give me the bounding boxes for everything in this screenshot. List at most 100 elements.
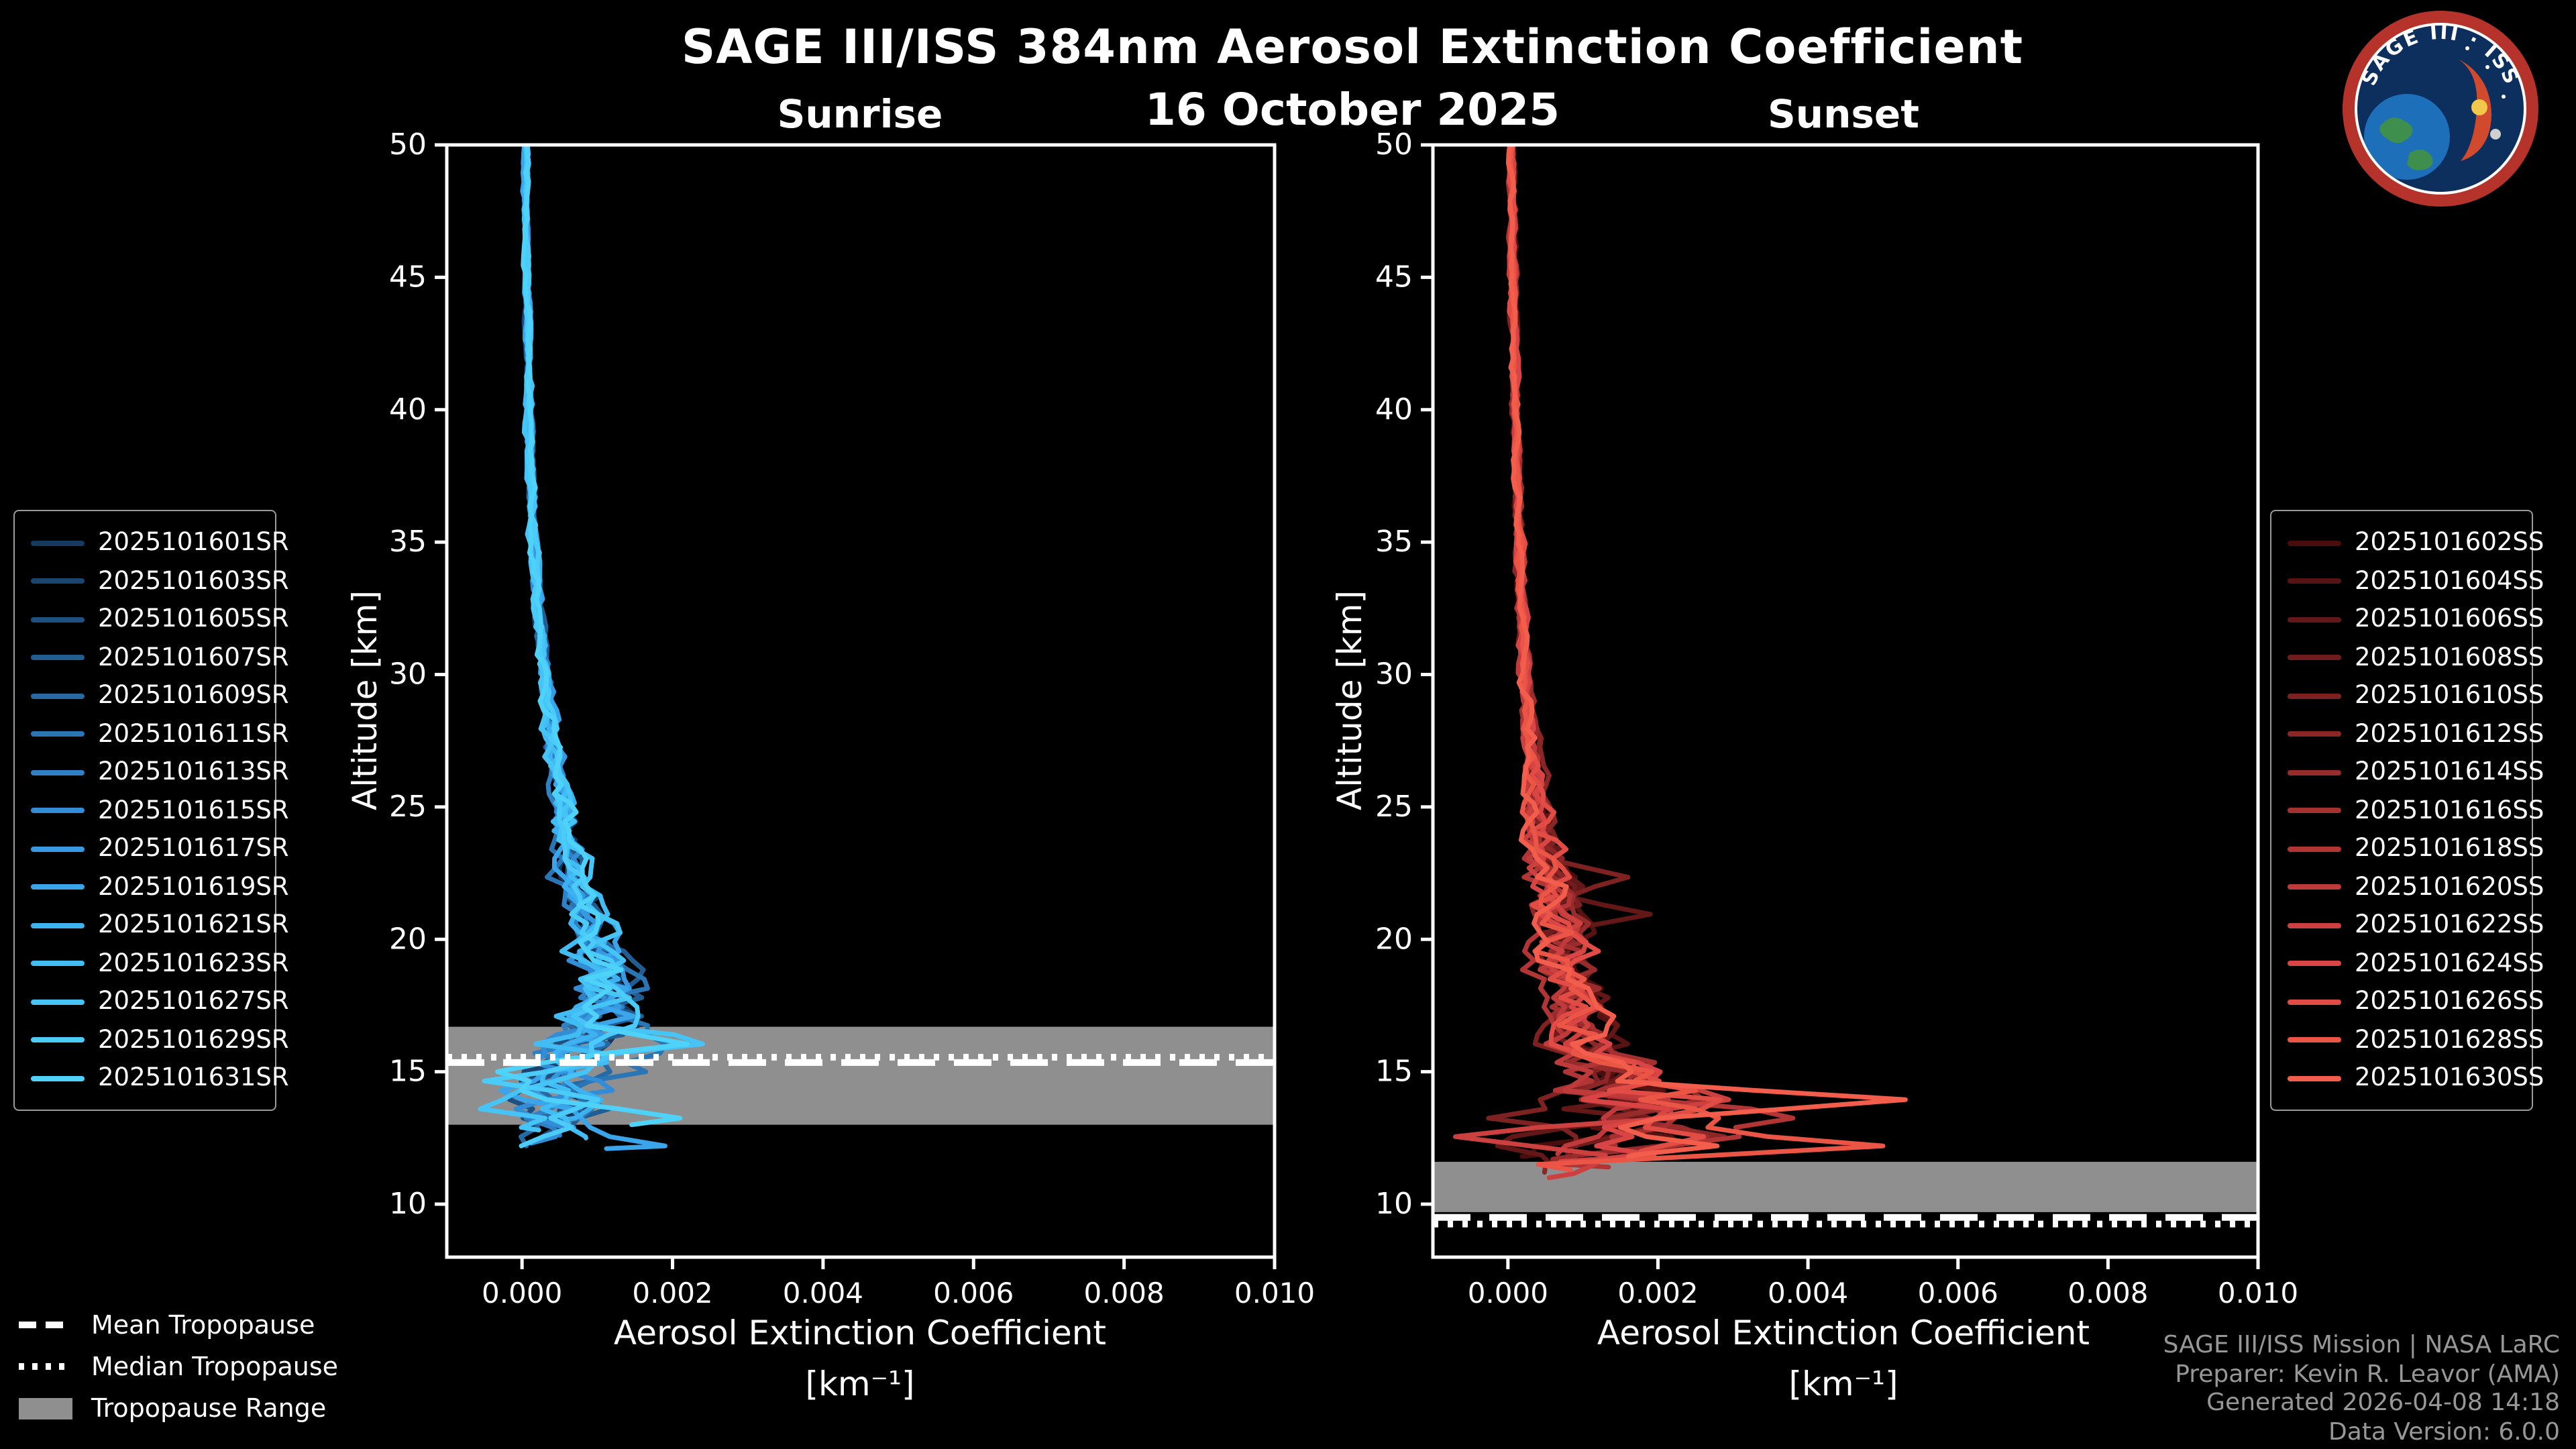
legend-label: 2025101607SR bbox=[98, 643, 289, 672]
legend-item: 2025101607SR bbox=[25, 639, 289, 676]
legend-line-sample bbox=[2288, 769, 2341, 775]
legend-line-sample bbox=[2288, 1075, 2341, 1081]
y-tick-label: 35 bbox=[1375, 525, 1413, 559]
legend-label: 2025101608SS bbox=[2355, 643, 2544, 672]
x-tick-label: 0.008 bbox=[1084, 1277, 1165, 1309]
legend-label: 2025101618SS bbox=[2355, 835, 2544, 863]
legend-item-tropopause-range: Tropopause Range bbox=[19, 1387, 338, 1429]
legend-line-sample bbox=[31, 693, 85, 698]
y-tick-label: 10 bbox=[1375, 1187, 1413, 1221]
legend-line-sample bbox=[2288, 540, 2341, 545]
legend-line-sample bbox=[31, 769, 85, 775]
panel-title-sunset: Sunset bbox=[1768, 91, 1919, 137]
legend-item: 2025101603SR bbox=[25, 563, 289, 599]
profile-line-2025101622SS bbox=[1453, 145, 1731, 1181]
y-tick-label: 50 bbox=[1375, 127, 1413, 162]
legend-item: 2025101620SS bbox=[2282, 869, 2544, 905]
legend-item-median-tropopause: Median Tropopause bbox=[19, 1346, 338, 1387]
x-tick-label: 0.002 bbox=[632, 1277, 712, 1309]
star-icon bbox=[2485, 65, 2489, 69]
legend-label: 2025101624SS bbox=[2355, 949, 2544, 977]
x-axis-units: [km⁻¹] bbox=[1788, 1364, 1898, 1403]
legend-item: 2025101617SR bbox=[25, 830, 289, 867]
x-axis-label-sunrise: Aerosol Extinction Coefficient [km⁻¹] bbox=[525, 1308, 1195, 1410]
y-tick-label: 40 bbox=[389, 392, 427, 427]
legend-line-sample bbox=[2288, 999, 2341, 1004]
y-tick-label: 10 bbox=[389, 1187, 427, 1221]
legend-label: 2025101627SR bbox=[98, 987, 289, 1016]
profiles-group bbox=[478, 145, 705, 1151]
star-icon bbox=[2465, 46, 2469, 50]
legend-line-sample bbox=[2288, 884, 2341, 890]
profile-line-2025101614SS bbox=[1507, 145, 1710, 1162]
legend-item: 2025101605SR bbox=[25, 601, 289, 637]
legend-label: 2025101617SR bbox=[98, 835, 289, 863]
legend-label: 2025101605SR bbox=[98, 605, 289, 633]
legend-item: 2025101623SR bbox=[25, 945, 289, 981]
legend-label: 2025101619SR bbox=[98, 873, 289, 901]
legend-line-sample bbox=[2288, 808, 2341, 813]
date-subtitle: 16 October 2025 bbox=[1144, 83, 1560, 136]
legend-label: 2025101610SS bbox=[2355, 682, 2544, 710]
x-tick-label: 0.006 bbox=[933, 1277, 1014, 1309]
mission-logo: SAGE III · ISS bbox=[2340, 8, 2541, 209]
y-axis-label-sunset: Altitude [km] bbox=[1330, 590, 1369, 810]
dotted-line-sample bbox=[19, 1363, 72, 1370]
legend-label: 2025101611SR bbox=[98, 720, 289, 748]
x-tick-label: 0.004 bbox=[783, 1277, 863, 1309]
legend-line-sample bbox=[31, 884, 85, 890]
legend-item: 2025101616SS bbox=[2282, 792, 2544, 828]
legend-item: 2025101615SR bbox=[25, 792, 289, 828]
legend-line-sample bbox=[2288, 693, 2341, 698]
legend-item: 2025101609SR bbox=[25, 678, 289, 714]
legend-line-sample bbox=[31, 1037, 85, 1042]
y-tick-label: 40 bbox=[1375, 392, 1413, 427]
legend-label: 2025101620SS bbox=[2355, 873, 2544, 901]
mission-logo-svg: SAGE III · ISS bbox=[2343, 11, 2538, 207]
x-axis-label-text: Aerosol Extinction Coefficient bbox=[1597, 1313, 2090, 1352]
legend-item: 2025101622SS bbox=[2282, 907, 2544, 943]
legend-line-sample bbox=[31, 999, 85, 1004]
legend-item: 2025101610SS bbox=[2282, 678, 2544, 714]
legend-item: 2025101604SS bbox=[2282, 563, 2544, 599]
legend-item: 2025101631SR bbox=[25, 1060, 289, 1096]
footer-data-version: Data Version: 6.0.0 bbox=[2328, 1417, 2560, 1446]
legend-item: 2025101611SR bbox=[25, 716, 289, 752]
footer-mission: SAGE III/ISS Mission | NASA LaRC bbox=[2163, 1331, 2560, 1359]
y-tick-label: 15 bbox=[1375, 1055, 1413, 1089]
legend-label: 2025101612SS bbox=[2355, 720, 2544, 748]
legend-label: 2025101609SR bbox=[98, 682, 289, 710]
y-tick-label: 15 bbox=[389, 1055, 427, 1089]
x-axis-label-text: Aerosol Extinction Coefficient bbox=[613, 1313, 1107, 1352]
page-title: SAGE III/ISS 384nm Aerosol Extinction Co… bbox=[681, 21, 2024, 75]
legend-label: 2025101613SR bbox=[98, 758, 289, 786]
x-axis-units: [km⁻¹] bbox=[805, 1364, 915, 1403]
legend-item: 2025101619SR bbox=[25, 869, 289, 905]
legend-line-sample bbox=[31, 922, 85, 928]
y-tick-label: 30 bbox=[389, 657, 427, 692]
legend-label: 2025101631SR bbox=[98, 1064, 289, 1092]
earth-landmass bbox=[2407, 149, 2433, 170]
legend-line-sample bbox=[2288, 961, 2341, 966]
legend-label: 2025101614SS bbox=[2355, 758, 2544, 786]
profile-line-2025101630SS bbox=[1505, 145, 1908, 1159]
y-tick-label: 35 bbox=[389, 525, 427, 559]
profile-line-2025101626SS bbox=[1506, 145, 1723, 1154]
legend-item: 2025101612SS bbox=[2282, 716, 2544, 752]
footer-generated: Generated 2026-04-08 14:18 bbox=[2206, 1389, 2560, 1417]
legend-item: 2025101613SR bbox=[25, 754, 289, 790]
band-sample bbox=[19, 1397, 72, 1419]
legend-label: 2025101621SR bbox=[98, 911, 289, 939]
tropopause-legend: Mean Tropopause Median Tropopause Tropop… bbox=[19, 1304, 338, 1429]
legend-item: 2025101621SR bbox=[25, 907, 289, 943]
legend-line-sample bbox=[2288, 655, 2341, 660]
legend-label: 2025101616SS bbox=[2355, 796, 2544, 824]
earth-landmass bbox=[2379, 117, 2413, 144]
legend-item: 2025101624SS bbox=[2282, 945, 2544, 981]
dashed-line-sample bbox=[19, 1322, 72, 1328]
y-tick-label: 25 bbox=[1375, 790, 1413, 824]
sage-figure-icon bbox=[2458, 59, 2491, 161]
legend-label: 2025101629SR bbox=[98, 1026, 289, 1054]
x-tick-label: 0.000 bbox=[482, 1277, 562, 1309]
